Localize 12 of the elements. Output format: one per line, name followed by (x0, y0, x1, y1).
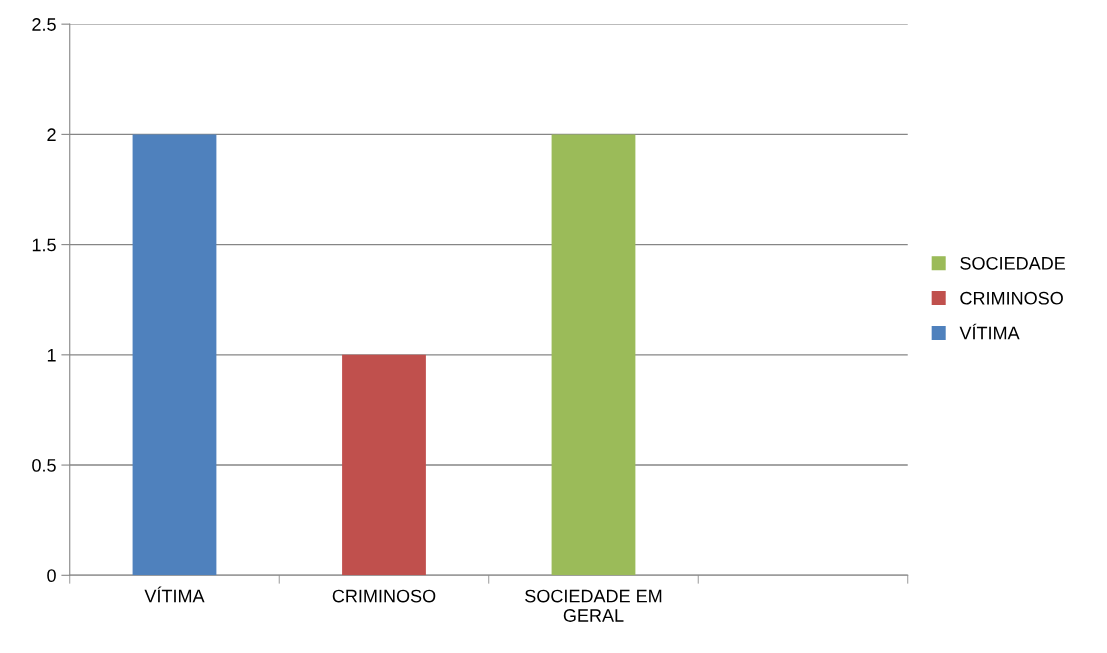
x-tick-label: VÍTIMA (144, 586, 205, 603)
y-tick-label: 2 (47, 128, 56, 141)
legend-label: CRIMINOSO (960, 291, 1063, 305)
x-tick-label: SOCIEDADE EM GERAL (525, 589, 662, 622)
y-tick-label: 1.5 (32, 238, 56, 252)
y-tick-label: 0 (47, 569, 56, 583)
y-tick-label: 1 (47, 348, 56, 362)
y-tick-label: 2.5 (32, 18, 56, 31)
legend-label: VÍTIMA (959, 323, 1020, 340)
x-tick-label: CRIMINOSO (332, 589, 436, 603)
legend-label: SOCIEDADE (960, 256, 1066, 270)
y-tick-label: 0.5 (32, 459, 56, 472)
